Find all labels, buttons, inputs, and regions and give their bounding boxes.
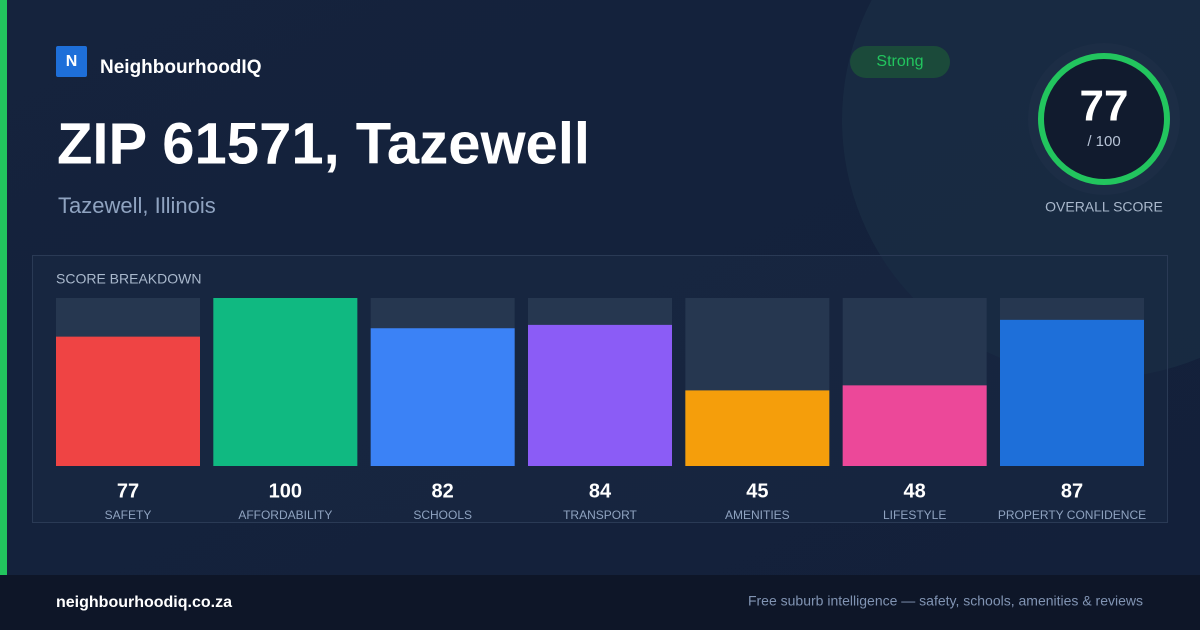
category-label: PROPERTY CONFIDENCE (998, 508, 1146, 522)
score-ring (1038, 53, 1170, 185)
page-title: ZIP 61571, Tazewell (57, 111, 590, 176)
overall-score: 77 (1080, 82, 1129, 131)
bar (56, 336, 200, 466)
bar (1000, 319, 1144, 466)
brand-name: NeighbourhoodIQ (100, 57, 261, 78)
footer-tagline: Free suburb intelligence — safety, schoo… (748, 593, 1143, 609)
value-label: 48 (904, 480, 926, 502)
footer-bar (0, 575, 1200, 630)
category-label: LIFESTYLE (883, 508, 946, 522)
logo-letter: N (66, 53, 78, 70)
logo-box (56, 46, 87, 77)
value-label: 84 (589, 480, 612, 502)
subtitle: Tazewell, Illinois (58, 193, 216, 218)
value-label: 77 (117, 480, 139, 502)
bar (685, 390, 830, 466)
value-label: 45 (746, 480, 768, 502)
badge-pill (850, 46, 950, 78)
category-label: TRANSPORT (563, 508, 637, 522)
badge: Strong (876, 53, 923, 70)
category-label: AMENITIES (725, 508, 790, 522)
value-label: 87 (1061, 480, 1083, 502)
category-label: SCHOOLS (413, 508, 472, 522)
bar (213, 298, 358, 466)
overall-label: OVERALL SCORE (1045, 199, 1163, 215)
overall-max: / 100 (1087, 133, 1120, 150)
bar (842, 385, 987, 466)
chart-title: SCORE BREAKDOWN (56, 271, 201, 287)
footer-site: neighbourhoodiq.co.za (56, 594, 232, 611)
value-label: 82 (432, 480, 454, 502)
bar (370, 328, 515, 466)
category-label: AFFORDABILITY (238, 508, 332, 522)
value-label: 100 (269, 480, 302, 502)
category-label: SAFETY (105, 508, 152, 522)
bar (528, 324, 672, 466)
accent-stripe (0, 0, 7, 575)
